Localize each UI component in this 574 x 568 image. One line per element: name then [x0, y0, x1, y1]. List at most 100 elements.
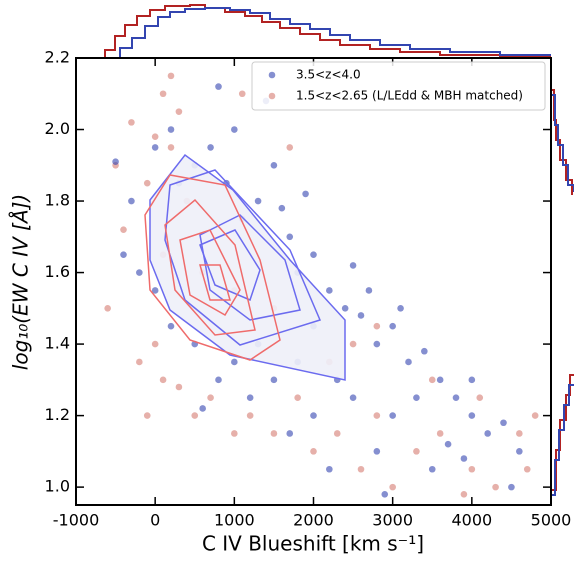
point: [468, 465, 476, 473]
point: [397, 305, 404, 312]
point: [349, 262, 357, 269]
point: [436, 430, 444, 437]
point: [357, 465, 365, 473]
point: [199, 405, 206, 412]
point: [286, 233, 294, 241]
y-tick-label: 1.2: [45, 405, 70, 424]
y-tick-label: 1.4: [45, 334, 70, 353]
point: [516, 430, 523, 437]
axes: -1000 0 1000 2000 3000 4000 5000 1.0 1.2 1.4 1.6 1.…: [45, 48, 572, 530]
contour-blue: [149, 153, 346, 381]
point: [294, 394, 301, 402]
contour-blue: [199, 229, 261, 302]
point: [231, 430, 238, 437]
x-tick-label: 1000: [214, 511, 255, 530]
point: [349, 340, 357, 348]
point: [167, 126, 175, 133]
point: [373, 448, 381, 455]
legend-label: 3.5<z<4.0: [296, 68, 361, 82]
point: [207, 144, 214, 151]
point: [373, 340, 381, 348]
point: [143, 179, 151, 187]
y-tick-label: 2.0: [45, 119, 70, 138]
point: [120, 226, 127, 233]
contour-red: [144, 174, 281, 361]
point: [310, 412, 317, 419]
x-tick-label: 0: [150, 511, 160, 530]
point: [436, 376, 444, 384]
point: [310, 448, 317, 455]
point: [191, 412, 199, 419]
point: [452, 394, 460, 402]
point: [254, 197, 262, 205]
point: [389, 322, 396, 330]
point: [421, 347, 428, 355]
point: [136, 358, 143, 366]
point: [500, 419, 507, 427]
y-tick-label: 1.8: [45, 191, 70, 210]
point: [207, 394, 214, 402]
point: [476, 394, 484, 402]
point: [484, 430, 491, 437]
point: [167, 322, 175, 330]
point: [128, 197, 135, 205]
point: [151, 133, 159, 140]
hist-red: [104, 4, 551, 57]
x-tick-label: -1000: [53, 511, 100, 530]
point: [516, 448, 523, 455]
right-histogram: [552, 89, 574, 496]
point: [167, 144, 175, 151]
point: [246, 394, 254, 402]
point: [326, 465, 333, 473]
point: [428, 465, 436, 473]
point: [373, 322, 381, 330]
point: [302, 190, 309, 198]
point: [215, 83, 222, 90]
plot-frame: [75, 57, 552, 506]
point: [128, 119, 135, 126]
point: [120, 251, 127, 258]
point: [151, 287, 159, 294]
point: [310, 251, 317, 258]
point: [460, 455, 468, 462]
point: [136, 269, 143, 276]
point: [389, 483, 396, 491]
point: [468, 376, 476, 384]
point: [365, 287, 373, 294]
contours: [144, 153, 346, 381]
point: [492, 483, 499, 491]
point: [333, 430, 341, 437]
point: [405, 358, 412, 366]
point: [413, 394, 420, 402]
y-tick-label: 1.0: [45, 477, 70, 496]
point: [104, 305, 111, 312]
point: [286, 430, 294, 437]
point: [349, 394, 357, 402]
point: [231, 126, 238, 133]
point: [159, 90, 167, 98]
point: [270, 430, 278, 437]
point: [270, 161, 278, 169]
contour-red: [179, 229, 241, 317]
point: [444, 440, 452, 448]
legend-marker: [268, 71, 276, 79]
point: [215, 376, 222, 384]
point: [167, 72, 175, 80]
legend: 3.5<z<4.0 1.5<z<2.65 (L/LEdd & MBH matche…: [268, 68, 523, 103]
point: [175, 383, 183, 391]
x-tick-label: 2000: [293, 511, 334, 530]
point: [278, 204, 286, 212]
point: [246, 412, 254, 419]
y-axis-label: log₁₀(EW C IV [Å]): [9, 194, 33, 370]
contour-blue: [199, 214, 301, 321]
legend-marker: [268, 92, 276, 100]
point: [413, 448, 420, 455]
point: [286, 144, 294, 151]
point: [389, 412, 396, 419]
x-tick-label: 3000: [372, 511, 413, 530]
point: [531, 412, 539, 419]
point: [151, 340, 159, 348]
hist-blue: [119, 7, 551, 57]
